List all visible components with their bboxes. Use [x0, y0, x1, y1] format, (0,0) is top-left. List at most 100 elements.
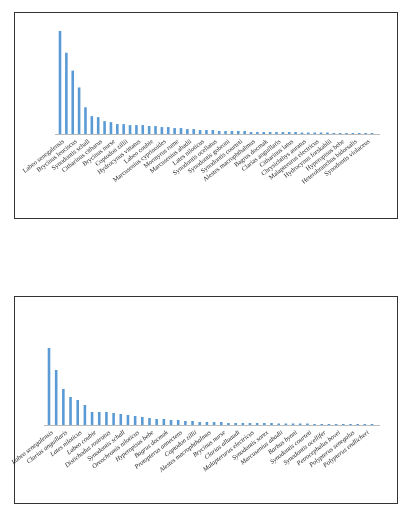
- bar: [277, 423, 280, 425]
- bar: [219, 422, 223, 425]
- bar: [109, 122, 113, 134]
- bar: [77, 87, 81, 134]
- bar: [96, 117, 100, 134]
- bar: [370, 424, 374, 425]
- bar: [300, 132, 304, 134]
- chart-frame: [14, 296, 398, 504]
- bar: [122, 124, 125, 134]
- bar: [320, 424, 324, 425]
- bar: [186, 129, 189, 134]
- bar: [119, 414, 123, 425]
- bar: [268, 132, 272, 134]
- bar: [97, 412, 101, 425]
- bar: [327, 424, 331, 425]
- bar: [349, 424, 352, 425]
- bar: [307, 132, 310, 134]
- bar: [287, 132, 291, 134]
- bar: [141, 417, 144, 425]
- bar: [351, 133, 355, 134]
- bar: [217, 131, 221, 134]
- bar: [234, 423, 237, 425]
- bar: [364, 133, 367, 134]
- bar: [192, 129, 196, 134]
- bar: [281, 132, 285, 134]
- bar: [205, 422, 209, 425]
- bar: [227, 423, 230, 425]
- bar: [112, 413, 115, 425]
- bar: [291, 423, 295, 425]
- bar: [249, 132, 253, 134]
- bar: [236, 131, 240, 134]
- bar: [126, 415, 130, 425]
- bar: [179, 128, 183, 134]
- bar: [155, 419, 158, 425]
- bar: [76, 400, 80, 425]
- bar: [148, 418, 151, 425]
- bar: [103, 121, 106, 134]
- bar: [54, 370, 58, 425]
- bar: [173, 128, 176, 134]
- bar: [176, 420, 180, 425]
- bar: [90, 412, 94, 425]
- bar: [255, 423, 259, 425]
- bar: [105, 412, 108, 425]
- bar: [65, 52, 68, 134]
- bar: [356, 424, 359, 425]
- bar: [243, 131, 246, 134]
- chart-frame: [14, 12, 398, 219]
- bar: [313, 132, 316, 134]
- bar: [341, 424, 345, 425]
- bar: [345, 133, 348, 134]
- bar: [256, 132, 259, 134]
- bar: [294, 132, 297, 134]
- bar: [370, 133, 374, 134]
- bar: [326, 132, 329, 134]
- bar: [116, 124, 119, 134]
- bar: [198, 422, 202, 425]
- bar: [338, 133, 342, 134]
- bar: [198, 130, 202, 134]
- bar: [128, 125, 132, 134]
- bar: [90, 116, 94, 134]
- bar: [166, 127, 170, 134]
- bar: [248, 423, 252, 425]
- bar: [169, 420, 173, 425]
- bar: [135, 125, 138, 134]
- bar: [313, 424, 316, 425]
- bar: [357, 133, 361, 134]
- bar: [147, 126, 151, 134]
- bar: [83, 405, 87, 425]
- bar: [69, 397, 72, 425]
- bar: [306, 423, 309, 425]
- bar: [71, 70, 75, 134]
- bar: [270, 423, 273, 425]
- bar: [332, 133, 336, 134]
- bar: [191, 421, 194, 425]
- bar: [162, 419, 166, 425]
- bar: [319, 132, 323, 134]
- bar: [224, 131, 227, 134]
- bar: [230, 131, 234, 134]
- bar: [58, 30, 62, 135]
- bar: [298, 423, 302, 425]
- bar: [47, 348, 51, 425]
- bar: [263, 423, 266, 425]
- bar: [184, 421, 187, 425]
- bar: [212, 422, 216, 425]
- bar: [84, 107, 87, 134]
- bar: [211, 130, 215, 134]
- bar: [160, 127, 164, 134]
- bar: [62, 389, 65, 425]
- bar: [141, 125, 145, 134]
- bar: [241, 423, 245, 425]
- bar: [205, 130, 208, 134]
- bar: [275, 132, 278, 134]
- bar: [262, 132, 266, 134]
- bar: [334, 424, 338, 425]
- bar: [133, 416, 137, 425]
- bar: [363, 424, 367, 425]
- bar: [284, 423, 288, 425]
